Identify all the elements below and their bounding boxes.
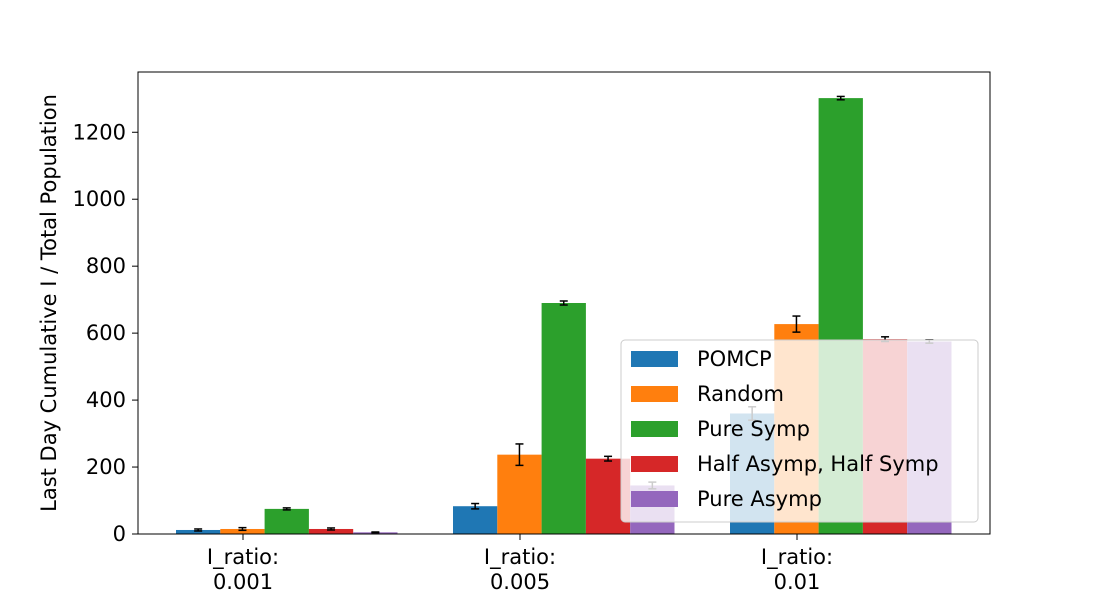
x-tick-label-3-line-1: I_ratio: <box>761 545 833 570</box>
y-tick-label-400: 400 <box>86 388 126 412</box>
x-tick-label-2-line-1: I_ratio: <box>484 545 556 570</box>
legend-label-random: Random <box>697 382 784 406</box>
legend-label-pure-asymp: Pure Asymp <box>697 487 822 511</box>
y-axis-label: Last Day Cumulative I / Total Population <box>37 94 61 512</box>
error-bar-pure-symp-3 <box>836 95 845 101</box>
legend: POMCP Random Pure Symp Half Asymp, Half Sym… <box>620 339 979 523</box>
error-bar-pomcp-2 <box>471 502 480 510</box>
error-bar-pure-asymp-1 <box>371 531 380 534</box>
bar-pomcp-2 <box>453 506 498 534</box>
bar-random-1 <box>220 528 265 534</box>
x-tick-label-1-line-1: I_ratio: <box>207 545 279 570</box>
bar-pure-symp-2 <box>541 303 586 534</box>
bar-half-asymp-half-symp-1 <box>308 528 354 534</box>
y-tick-label-800: 800 <box>86 254 126 278</box>
error-bar-random-3 <box>792 315 801 333</box>
error-bar-pure-symp-2 <box>559 300 568 306</box>
legend-label-pure-symp: Pure Symp <box>697 417 810 441</box>
y-tick-label-0: 0 <box>113 522 126 546</box>
y-tick-label-1200: 1200 <box>73 120 126 144</box>
legend-swatch-half-asymp-half-symp <box>631 456 678 472</box>
legend-label-pomcp: POMCP <box>697 347 772 371</box>
legend-swatch-pomcp <box>631 351 678 367</box>
error-bar-random-1 <box>238 526 247 532</box>
legend-box <box>620 339 979 523</box>
error-bar-random-2 <box>515 443 524 467</box>
legend-swatch-pure-asymp <box>631 491 678 507</box>
y-tick-label-1000: 1000 <box>73 187 126 211</box>
error-bar-half-asymp-half-symp-2 <box>604 455 613 462</box>
x-tick-label-3-line-2: 0.01 <box>774 570 821 594</box>
legend-swatch-pure-symp <box>631 421 678 437</box>
y-axis: 0 200 400 600 800 1000 1200 <box>73 120 138 546</box>
y-tick-label-200: 200 <box>86 455 126 479</box>
bar-pure-symp-1 <box>264 508 309 534</box>
x-tick-label-1-line-2: 0.001 <box>213 570 273 594</box>
y-tick-label-600: 600 <box>86 321 126 345</box>
error-bar-pomcp-1 <box>194 528 203 532</box>
error-bar-pure-symp-1 <box>282 507 291 511</box>
bar-random-2 <box>497 454 542 534</box>
bar-pomcp-1 <box>176 529 221 534</box>
x-tick-label-2-line-2: 0.005 <box>490 570 550 594</box>
error-bar-half-asymp-half-symp-1 <box>327 527 336 531</box>
legend-label-half-asymp-half-symp: Half Asymp, Half Symp <box>697 452 939 476</box>
legend-swatch-random <box>631 386 678 402</box>
plot-frame <box>137 71 991 535</box>
